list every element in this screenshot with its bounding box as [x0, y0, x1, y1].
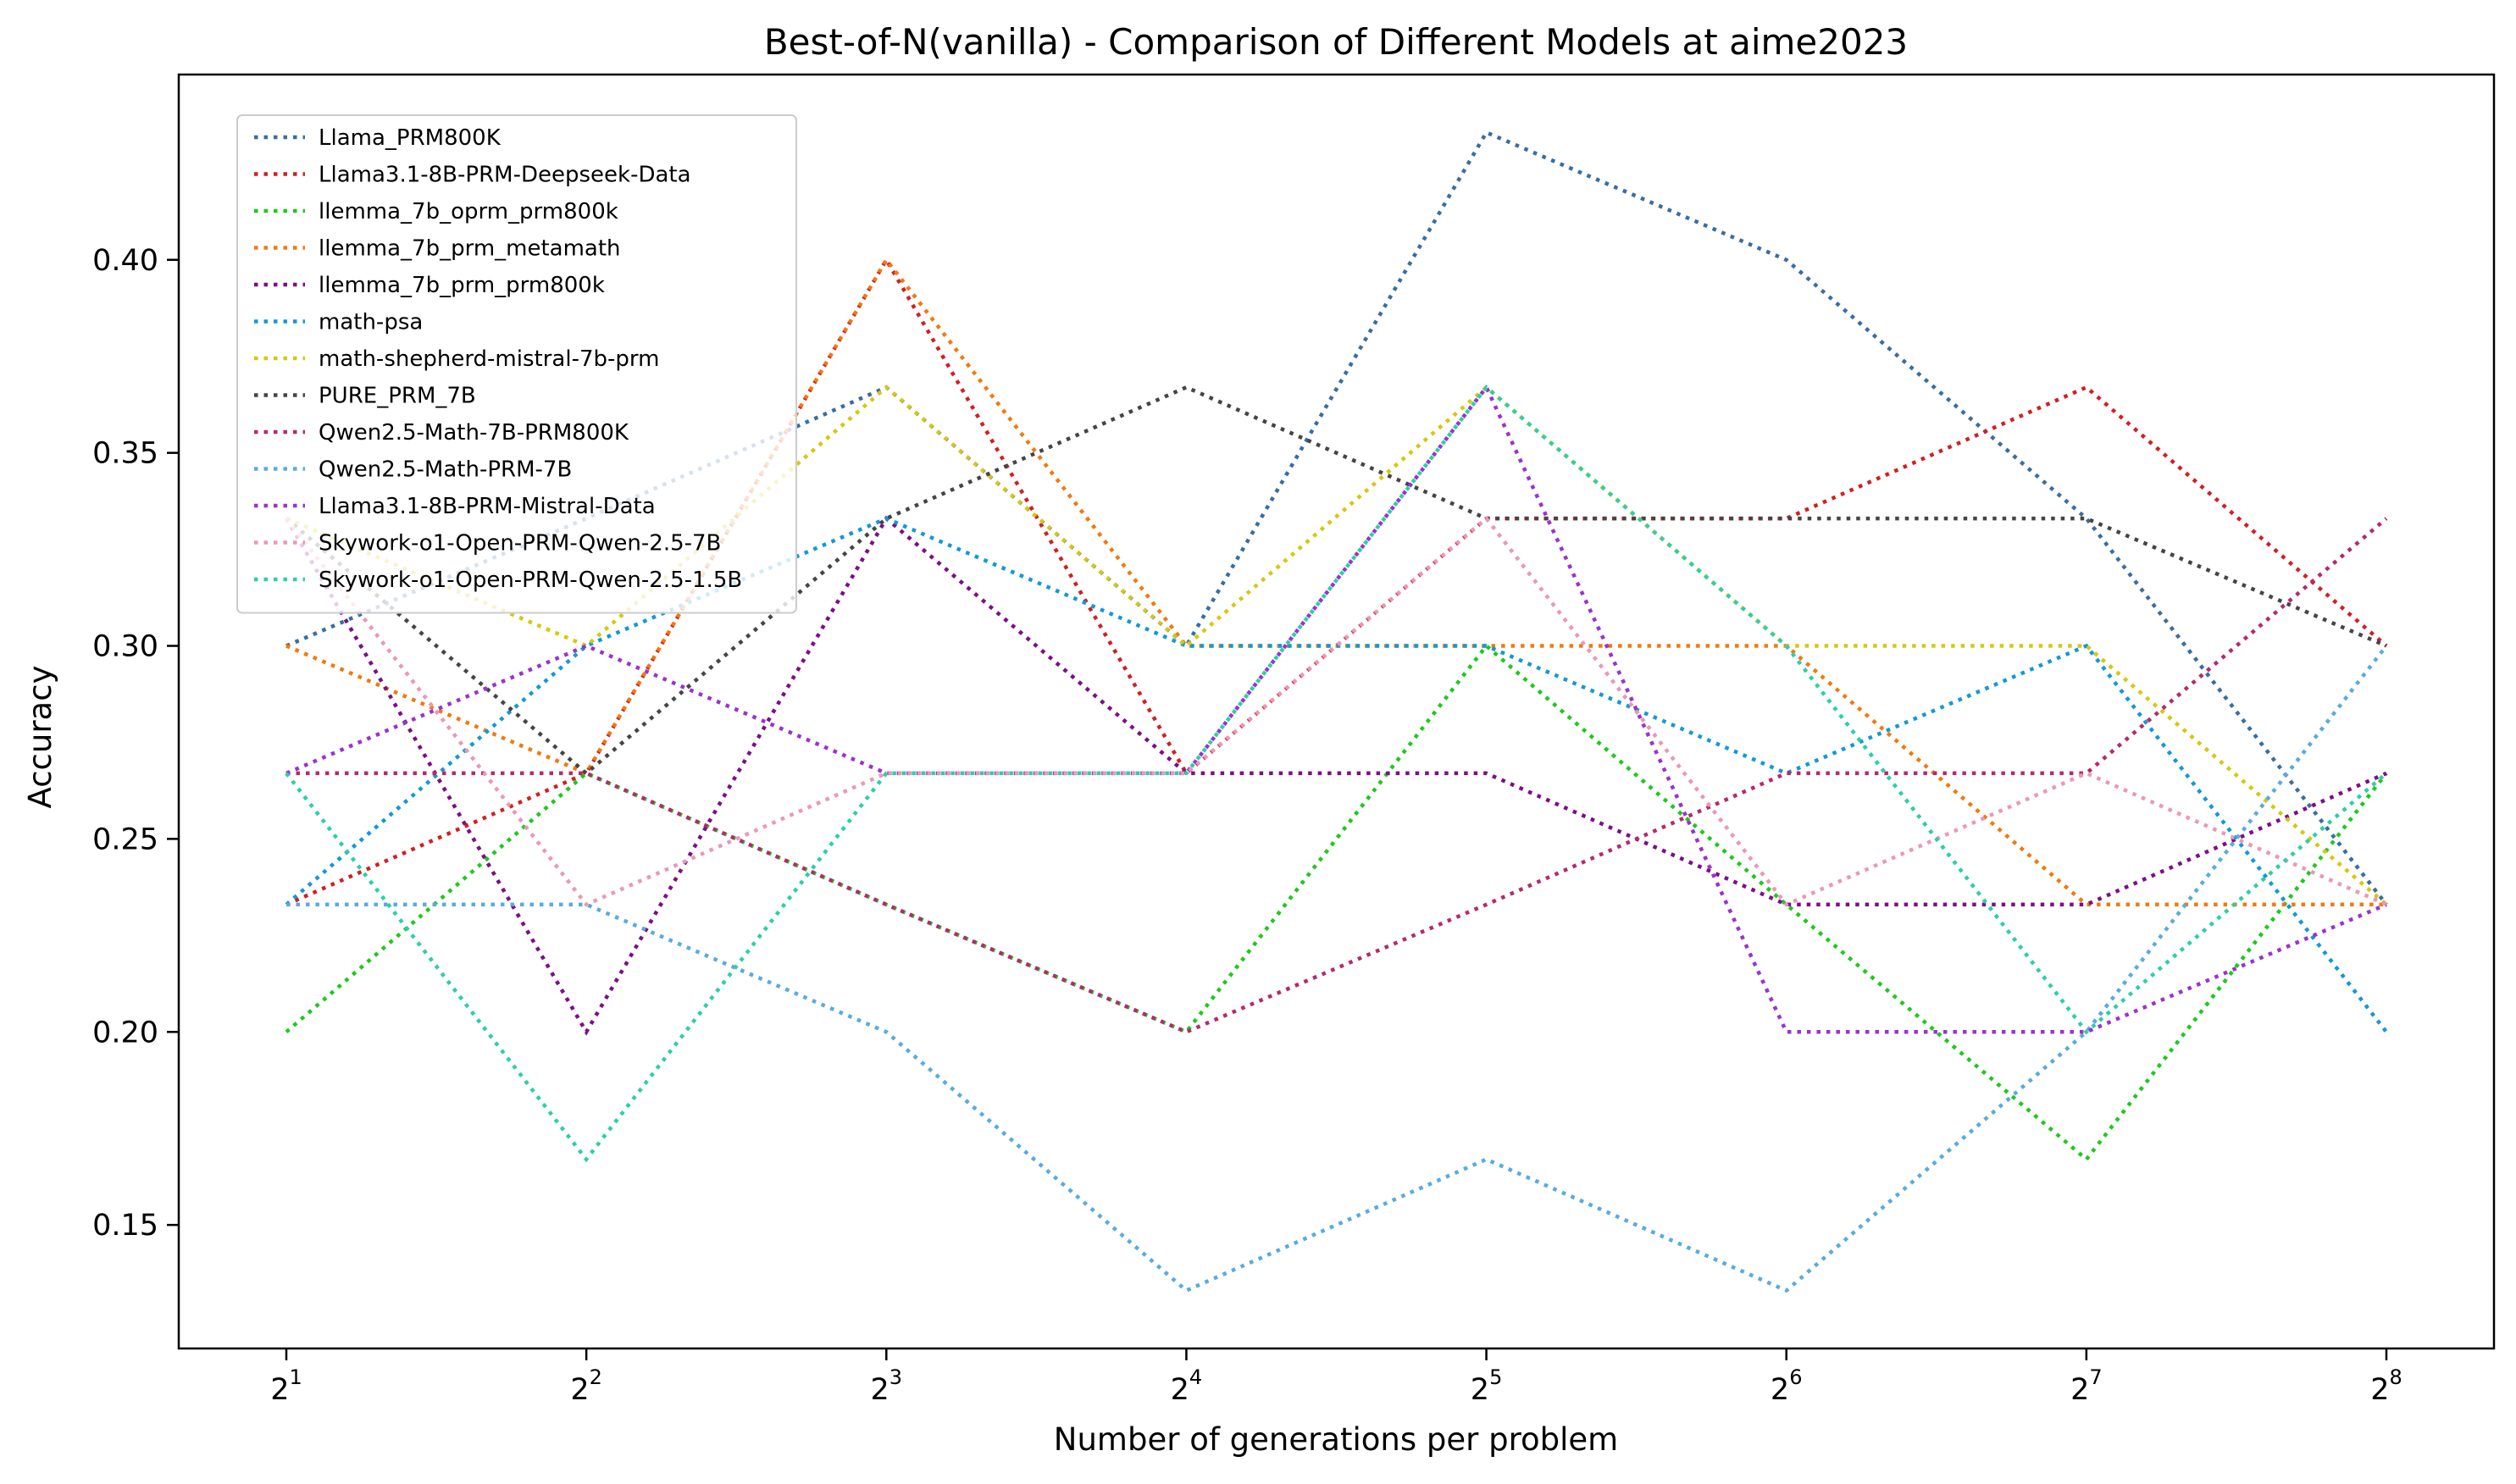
y-tick-label: 0.40 — [92, 244, 158, 278]
legend-label-11: Skywork-o1-Open-PRM-Qwen-2.5-7B — [319, 531, 721, 556]
legend-label-0: Llama_PRM800K — [319, 125, 502, 151]
y-tick-label: 0.35 — [92, 437, 158, 471]
series-line-3 — [285, 256, 2386, 907]
legend-label-5: math-psa — [319, 310, 423, 335]
legend: Llama_PRM800K Llama3.1-8B-PRM-Deepseek-Da… — [236, 114, 797, 614]
series-line-5 — [285, 516, 2388, 1033]
x-tick-label: 25 — [1471, 1365, 1503, 1407]
legend-label-4: llemma_7b_prm_prm800k — [319, 273, 605, 298]
x-tick-label: 21 — [270, 1365, 302, 1407]
legend-label-12: Skywork-o1-Open-PRM-Qwen-2.5-1.5B — [319, 568, 742, 593]
legend-label-1: Llama3.1-8B-PRM-Deepseek-Data — [319, 163, 691, 188]
series-line-4 — [285, 515, 2387, 1036]
legend-label-2: llemma_7b_oprm_prm800k — [319, 199, 618, 224]
series-line-7 — [285, 385, 2387, 776]
series-line-2 — [285, 643, 2388, 1162]
y-axis-label: Accuracy — [22, 666, 58, 809]
legend-label-6: math-shepherd-mistral-7b-prm — [319, 346, 659, 372]
legend-label-7: PURE_PRM_7B — [319, 384, 476, 409]
y-tick-label: 0.15 — [92, 1209, 158, 1243]
x-tick-label: 22 — [570, 1365, 602, 1407]
x-tick-label: 23 — [871, 1365, 903, 1407]
series-line-10 — [285, 383, 2387, 1034]
x-tick-label: 26 — [1771, 1365, 1803, 1407]
legend-label-8: Qwen2.5-Math-7B-PRM800K — [319, 420, 629, 446]
chart-title: Best-of-N(vanilla) - Comparison of Diffe… — [764, 21, 1908, 63]
series-line-9 — [286, 645, 2388, 1293]
legend-label-9: Qwen2.5-Math-PRM-7B — [319, 457, 572, 483]
x-tick-label: 24 — [1171, 1365, 1203, 1407]
plot-frame — [177, 73, 2496, 1350]
x-tick-label: 28 — [2370, 1365, 2402, 1407]
y-tick-label: 0.25 — [92, 822, 158, 856]
legend-label-10: Llama3.1-8B-PRM-Mistral-Data — [319, 494, 656, 519]
y-tick-label: 0.30 — [92, 630, 158, 664]
legend-box — [236, 114, 797, 614]
axes: 21 22 23 24 25 26 27 28 0.15 0.20 0.25 0.30 0.35 0.40 — [92, 73, 2496, 1407]
legend-label-3: llemma_7b_prm_metamath — [319, 236, 621, 262]
series-line-12 — [285, 384, 2388, 1163]
x-axis-label: Number of generations per problem — [1054, 1421, 1618, 1458]
y-tick-label: 0.20 — [92, 1016, 158, 1049]
x-tick-label: 27 — [2070, 1365, 2103, 1407]
series-line-11 — [285, 515, 2387, 907]
